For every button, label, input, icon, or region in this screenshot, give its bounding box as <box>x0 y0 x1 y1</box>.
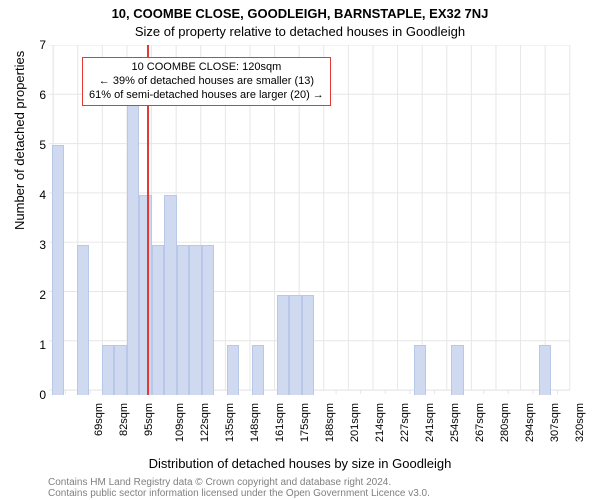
histogram-bar <box>539 345 551 395</box>
histogram-bar <box>189 245 201 395</box>
histogram-bar <box>114 345 126 395</box>
histogram-bar <box>451 345 463 395</box>
callout-line3: 61% of semi-detached houses are larger (… <box>89 89 324 103</box>
histogram-bar <box>164 195 176 395</box>
xtick-label: 267sqm <box>474 403 486 442</box>
xtick-label: 307sqm <box>549 403 561 442</box>
xtick-label: 82sqm <box>118 403 130 436</box>
xtick-label: 109sqm <box>174 403 186 442</box>
histogram-bar <box>77 245 89 395</box>
ytick-label: 7 <box>28 38 46 52</box>
histogram-bar <box>202 245 214 395</box>
callout-box: 10 COOMBE CLOSE: 120sqm ← 39% of detache… <box>82 57 331 106</box>
ytick-label: 4 <box>28 188 46 202</box>
histogram-bar <box>227 345 239 395</box>
ytick-label: 6 <box>28 88 46 102</box>
histogram-bar <box>102 345 114 395</box>
callout-line2: ← 39% of detached houses are smaller (13… <box>89 75 324 89</box>
ytick-label: 1 <box>28 338 46 352</box>
footnote-licence: Contains public sector information licen… <box>48 488 430 499</box>
x-axis-label: Distribution of detached houses by size … <box>0 456 600 471</box>
plot-area: 10 COOMBE CLOSE: 120sqm ← 39% of detache… <box>52 45 576 395</box>
xtick-label: 122sqm <box>199 403 211 442</box>
xtick-label: 280sqm <box>499 403 511 442</box>
xtick-label: 188sqm <box>324 403 336 442</box>
xtick-label: 201sqm <box>349 403 361 442</box>
xtick-label: 227sqm <box>399 403 411 442</box>
xtick-label: 135sqm <box>224 403 236 442</box>
xtick-label: 254sqm <box>449 403 461 442</box>
ytick-label: 2 <box>28 288 46 302</box>
ytick-label: 3 <box>28 238 46 252</box>
footnote-copyright: Contains HM Land Registry data © Crown c… <box>48 477 391 488</box>
histogram-bar <box>139 195 151 395</box>
xtick-label: 320sqm <box>574 403 586 442</box>
ytick-label: 0 <box>28 388 46 402</box>
ytick-label: 5 <box>28 138 46 152</box>
xtick-label: 69sqm <box>94 403 106 436</box>
xtick-label: 161sqm <box>274 403 286 442</box>
xtick-label: 294sqm <box>524 403 536 442</box>
xtick-label: 95sqm <box>143 403 155 436</box>
y-axis-label: Number of detached properties <box>12 51 27 230</box>
page-title: 10, COOMBE CLOSE, GOODLEIGH, BARNSTAPLE,… <box>0 6 600 21</box>
histogram-bar <box>177 245 189 395</box>
histogram-bar <box>277 295 289 395</box>
histogram-bar <box>289 295 301 395</box>
page-subtitle: Size of property relative to detached ho… <box>0 24 600 39</box>
histogram-bar <box>152 245 164 395</box>
xtick-label: 241sqm <box>424 403 436 442</box>
histogram-bar <box>414 345 426 395</box>
chart-container: 10, COOMBE CLOSE, GOODLEIGH, BARNSTAPLE,… <box>0 0 600 500</box>
callout-line1: 10 COOMBE CLOSE: 120sqm <box>89 61 324 75</box>
xtick-label: 214sqm <box>374 403 386 442</box>
xtick-label: 175sqm <box>299 403 311 442</box>
histogram-bar <box>52 145 64 395</box>
histogram-bar <box>252 345 264 395</box>
histogram-bar <box>127 95 139 395</box>
xtick-label: 148sqm <box>249 403 261 442</box>
histogram-bar <box>302 295 314 395</box>
